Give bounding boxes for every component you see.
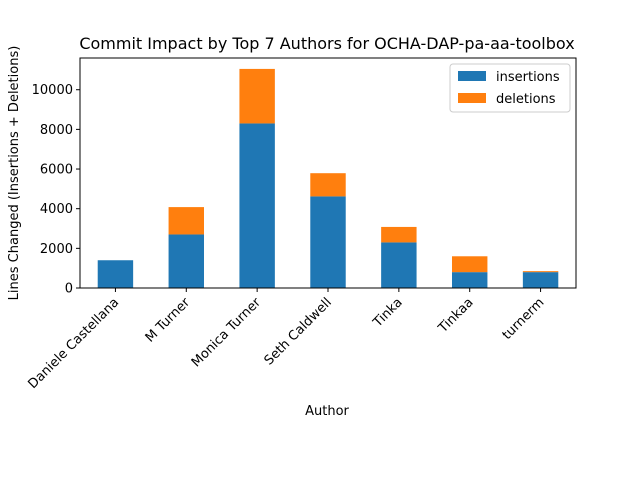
- legend-swatch-deletions: [458, 93, 486, 103]
- bar-deletions-4: [381, 226, 417, 243]
- x-axis-label: Author: [305, 404, 349, 419]
- bar-insertions-2: [239, 123, 275, 289]
- bar-deletions-6: [522, 271, 559, 273]
- bar-insertions-1: [168, 234, 204, 288]
- y-tick-label-0: 0: [65, 282, 73, 297]
- y-axis-label: Lines Changed (Insertions + Deletions): [7, 46, 22, 301]
- bar-insertions-5: [452, 272, 488, 288]
- legend-label-insertions: insertions: [496, 70, 560, 85]
- y-tick-label-2: 4000: [40, 202, 73, 217]
- legend-swatch-insertions: [458, 71, 486, 81]
- bar-deletions-5: [452, 256, 488, 273]
- bar-insertions-4: [381, 242, 417, 288]
- y-tick-label-5: 10000: [32, 83, 73, 98]
- y-tick-label-3: 6000: [40, 163, 73, 178]
- bar-deletions-1: [168, 207, 204, 235]
- bar-insertions-3: [310, 196, 346, 288]
- legend: insertions deletions: [449, 63, 571, 113]
- y-tick-label-1: 2000: [40, 242, 73, 257]
- bar-insertions-0: [97, 260, 134, 288]
- y-tick-label-4: 8000: [40, 123, 73, 138]
- bar-deletions-2: [239, 68, 275, 124]
- chart-title: Commit Impact by Top 7 Authors for OCHA-…: [79, 34, 574, 53]
- bar-deletions-3: [310, 173, 346, 197]
- bar-insertions-6: [522, 272, 559, 288]
- legend-label-deletions: deletions: [496, 92, 556, 107]
